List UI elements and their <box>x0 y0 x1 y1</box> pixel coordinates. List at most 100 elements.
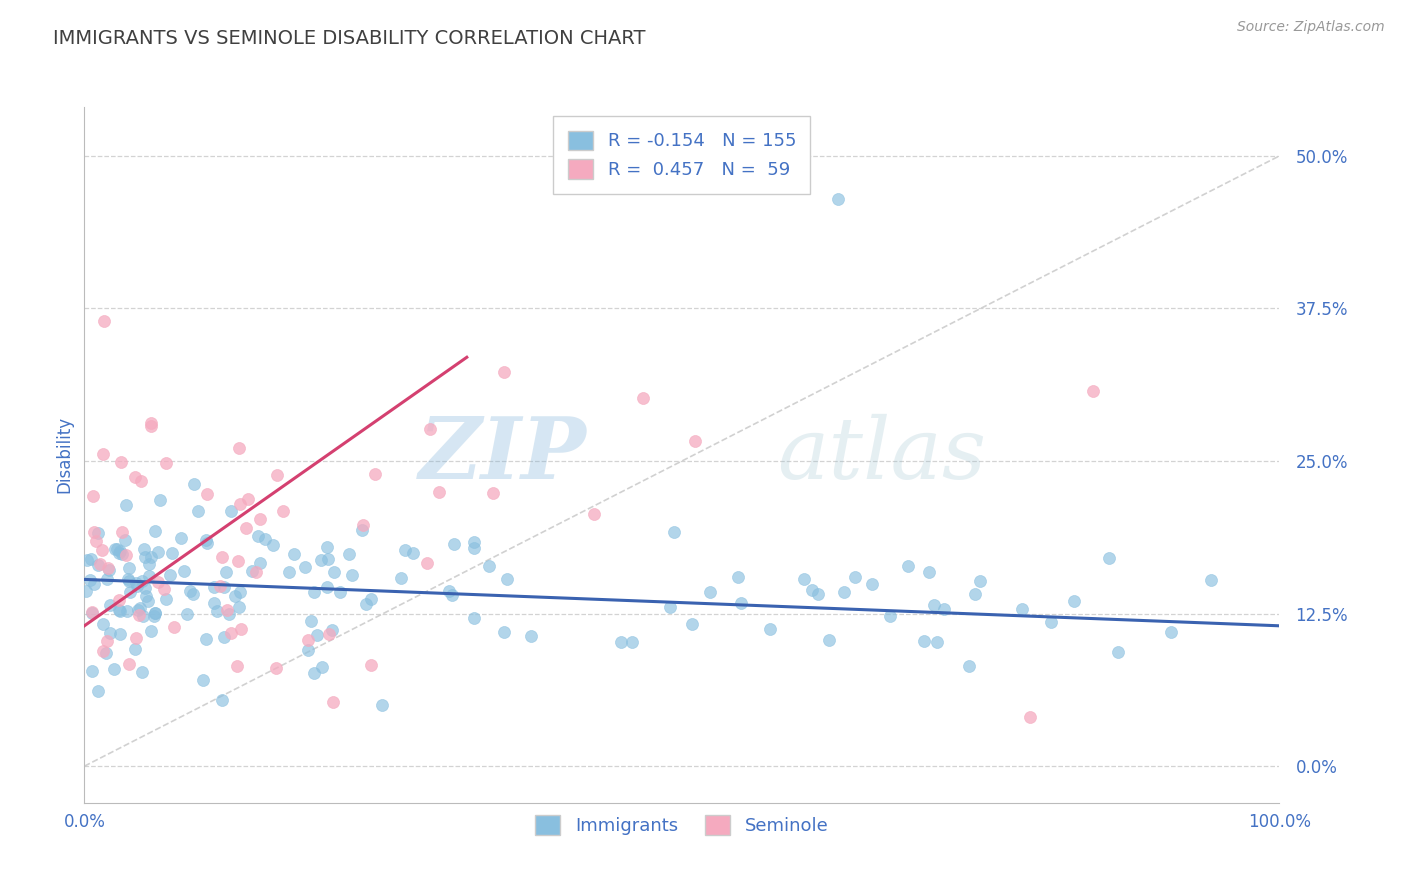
Point <box>283 547 305 561</box>
Point <box>356 597 378 611</box>
Point <box>922 598 945 612</box>
Point <box>918 565 941 579</box>
Point <box>214 580 236 594</box>
Point <box>148 544 170 558</box>
Point <box>806 587 828 601</box>
Point <box>80 606 103 620</box>
Point <box>96 646 118 660</box>
Point <box>91 446 114 460</box>
Point <box>389 571 412 585</box>
Point <box>211 693 233 707</box>
Point <box>364 467 387 481</box>
Point <box>664 524 686 539</box>
Point <box>143 606 166 620</box>
Point <box>131 574 153 588</box>
Point <box>96 572 118 586</box>
Point <box>844 570 866 584</box>
Point <box>107 592 129 607</box>
Point <box>932 601 955 615</box>
Point <box>80 552 103 566</box>
Point <box>271 504 294 518</box>
Point <box>800 583 823 598</box>
Point <box>110 627 132 641</box>
Point <box>82 606 104 620</box>
Point <box>110 455 132 469</box>
Point <box>1098 551 1121 566</box>
Point <box>963 587 986 601</box>
Point <box>228 442 250 456</box>
Point <box>87 683 110 698</box>
Point <box>463 534 485 549</box>
Point <box>860 577 883 591</box>
Text: Source: ZipAtlas.com: Source: ZipAtlas.com <box>1237 20 1385 34</box>
Point <box>83 576 105 591</box>
Point <box>118 657 141 672</box>
Point <box>93 617 115 632</box>
Point <box>957 658 980 673</box>
Point <box>163 620 186 634</box>
Point <box>98 563 121 577</box>
Point <box>132 542 155 557</box>
Point <box>145 524 167 538</box>
Point <box>91 644 114 658</box>
Point <box>316 540 339 554</box>
Point <box>229 497 252 511</box>
Point <box>683 434 706 448</box>
Point <box>494 365 516 379</box>
Point <box>297 643 319 657</box>
Point <box>439 584 461 599</box>
Point <box>249 556 271 570</box>
Point <box>727 569 749 583</box>
Point <box>352 518 374 533</box>
Point <box>110 525 132 540</box>
Point <box>129 474 152 488</box>
Point <box>91 542 114 557</box>
Point <box>322 695 344 709</box>
Point <box>132 609 155 624</box>
Point <box>205 604 228 618</box>
Point <box>1063 594 1085 608</box>
Point <box>176 607 198 622</box>
Point <box>247 528 270 542</box>
Point <box>79 573 101 587</box>
Point <box>925 634 948 648</box>
Point <box>496 572 519 586</box>
Point <box>427 485 450 500</box>
Point <box>329 585 352 599</box>
Point <box>108 604 131 618</box>
Point <box>681 617 703 632</box>
Point <box>264 661 287 675</box>
Point <box>141 419 163 434</box>
Point <box>141 417 163 431</box>
Point <box>240 564 263 578</box>
Point <box>266 468 288 483</box>
Point <box>278 565 301 579</box>
Point <box>229 584 252 599</box>
Point <box>759 623 782 637</box>
Point <box>299 614 322 628</box>
Point <box>181 587 204 601</box>
Point <box>583 507 606 521</box>
Point <box>155 592 177 607</box>
Point <box>658 600 681 615</box>
Point <box>148 574 170 589</box>
Point <box>159 568 181 582</box>
Point <box>492 625 515 640</box>
Point <box>321 623 343 637</box>
Point <box>316 580 339 594</box>
Point <box>107 546 129 560</box>
Point <box>226 554 249 568</box>
Point <box>609 634 631 648</box>
Point <box>183 477 205 491</box>
Point <box>218 607 240 621</box>
Point <box>316 552 339 566</box>
Text: atlas: atlas <box>778 414 987 496</box>
Point <box>103 662 125 676</box>
Point <box>135 590 157 604</box>
Point <box>117 572 139 586</box>
Point <box>115 498 138 512</box>
Point <box>360 657 382 672</box>
Point <box>463 541 485 556</box>
Point <box>155 456 177 470</box>
Point <box>478 558 501 573</box>
